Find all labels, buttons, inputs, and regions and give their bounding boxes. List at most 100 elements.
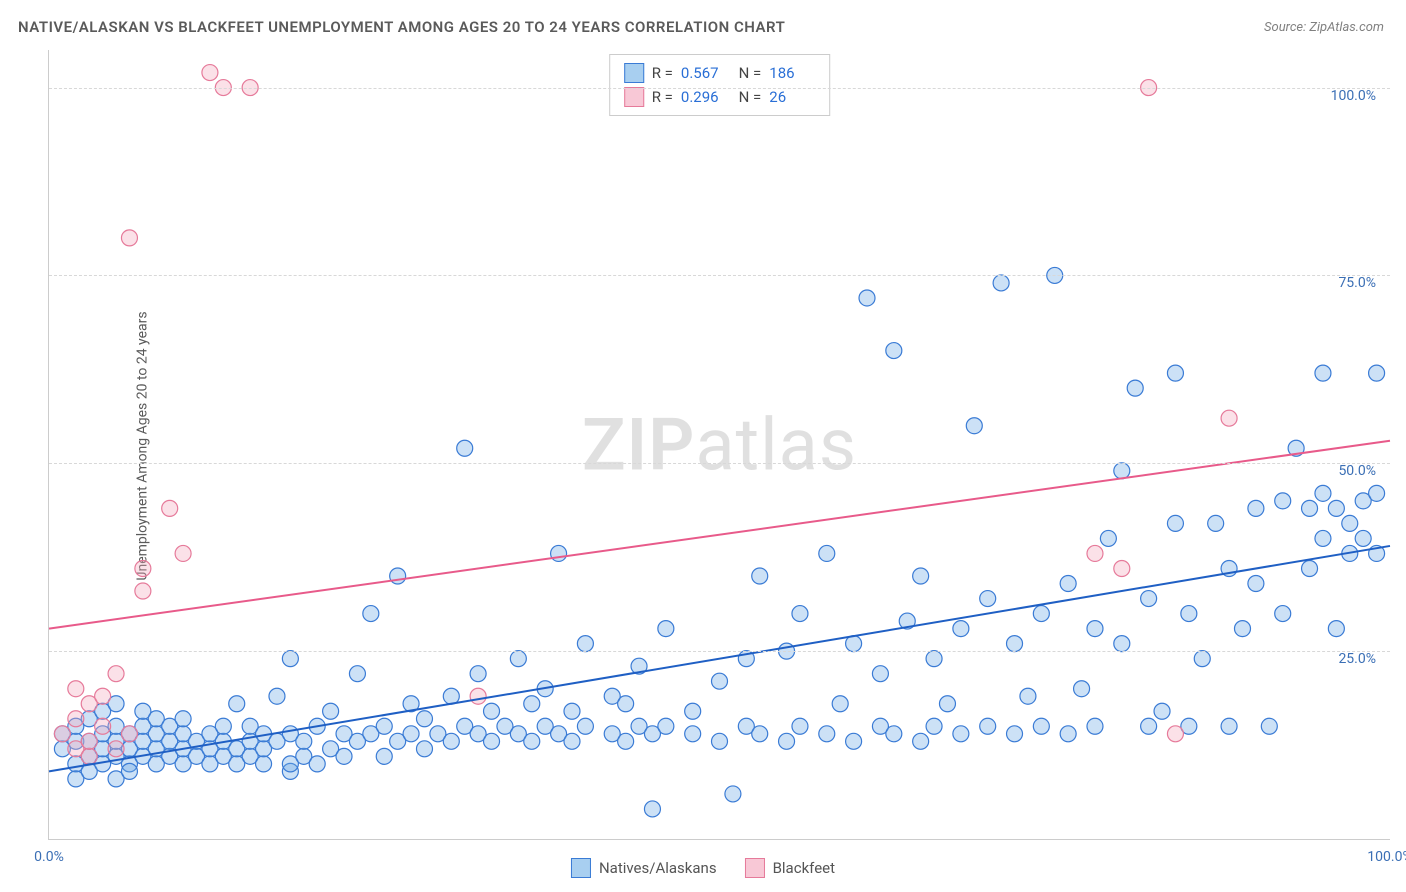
data-point bbox=[966, 418, 982, 434]
data-point bbox=[618, 733, 634, 749]
data-point bbox=[658, 718, 674, 734]
data-point bbox=[564, 733, 580, 749]
data-point bbox=[913, 568, 929, 584]
data-point bbox=[953, 726, 969, 742]
data-point bbox=[403, 726, 419, 742]
data-point bbox=[685, 726, 701, 742]
data-point bbox=[1302, 560, 1318, 576]
data-point bbox=[376, 718, 392, 734]
data-point bbox=[162, 500, 178, 516]
data-point bbox=[1275, 606, 1291, 622]
data-point bbox=[363, 606, 379, 622]
data-point bbox=[336, 748, 352, 764]
data-point bbox=[712, 673, 728, 689]
data-point bbox=[202, 65, 218, 81]
n-value-0: 186 bbox=[769, 61, 815, 85]
r-value-0: 0.567 bbox=[681, 61, 727, 85]
data-point bbox=[1127, 380, 1143, 396]
data-point bbox=[390, 568, 406, 584]
correlation-row-0: R = 0.567 N = 186 bbox=[624, 61, 816, 85]
data-point bbox=[1114, 636, 1130, 652]
data-point bbox=[135, 583, 151, 599]
data-point bbox=[551, 545, 567, 561]
data-point bbox=[752, 568, 768, 584]
data-point bbox=[416, 711, 432, 727]
r-value-1: 0.296 bbox=[681, 85, 727, 109]
data-point bbox=[175, 711, 191, 727]
data-point bbox=[913, 733, 929, 749]
data-point bbox=[1167, 726, 1183, 742]
data-point bbox=[1087, 545, 1103, 561]
data-point bbox=[81, 748, 97, 764]
data-point bbox=[510, 651, 526, 667]
data-point bbox=[1033, 606, 1049, 622]
legend-swatch-blue bbox=[624, 63, 644, 83]
data-point bbox=[135, 560, 151, 576]
data-point bbox=[95, 688, 111, 704]
data-point bbox=[712, 733, 728, 749]
data-point bbox=[792, 606, 808, 622]
data-point bbox=[577, 636, 593, 652]
data-point bbox=[1167, 365, 1183, 381]
data-point bbox=[1328, 500, 1344, 516]
data-point bbox=[953, 621, 969, 637]
source-label: Source: ZipAtlas.com bbox=[1264, 20, 1384, 35]
legend-item-blackfeet: Blackfeet bbox=[745, 858, 835, 878]
data-point bbox=[175, 545, 191, 561]
data-point bbox=[725, 786, 741, 802]
data-point bbox=[1114, 560, 1130, 576]
legend-swatch-natives bbox=[571, 858, 591, 878]
data-point bbox=[484, 733, 500, 749]
data-point bbox=[81, 733, 97, 749]
data-point bbox=[618, 696, 634, 712]
data-point bbox=[215, 718, 231, 734]
data-point bbox=[1033, 718, 1049, 734]
trendline bbox=[49, 441, 1390, 629]
data-point bbox=[1275, 493, 1291, 509]
data-point bbox=[282, 651, 298, 667]
data-point bbox=[685, 703, 701, 719]
data-point bbox=[819, 545, 835, 561]
data-point bbox=[484, 703, 500, 719]
data-point bbox=[108, 741, 124, 757]
data-point bbox=[1355, 530, 1371, 546]
data-point bbox=[256, 756, 272, 772]
y-tick-label: 50.0% bbox=[1338, 463, 1376, 479]
data-point bbox=[1194, 651, 1210, 667]
data-point bbox=[1167, 515, 1183, 531]
data-point bbox=[926, 651, 942, 667]
data-point bbox=[524, 733, 540, 749]
data-point bbox=[269, 688, 285, 704]
data-point bbox=[1074, 681, 1090, 697]
data-point bbox=[1315, 485, 1331, 501]
data-point bbox=[121, 726, 137, 742]
data-point bbox=[1248, 500, 1264, 516]
data-point bbox=[376, 748, 392, 764]
data-point bbox=[819, 726, 835, 742]
correlation-row-1: R = 0.296 N = 26 bbox=[624, 85, 816, 109]
data-point bbox=[1248, 576, 1264, 592]
data-point bbox=[1315, 365, 1331, 381]
data-point bbox=[1328, 621, 1344, 637]
data-point bbox=[323, 703, 339, 719]
correlation-legend: R = 0.567 N = 186 R = 0.296 N = 26 bbox=[609, 54, 831, 116]
data-point bbox=[95, 718, 111, 734]
legend-label-blackfeet: Blackfeet bbox=[773, 859, 835, 877]
data-point bbox=[1302, 500, 1318, 516]
data-point bbox=[1007, 726, 1023, 742]
data-point bbox=[229, 696, 245, 712]
data-point bbox=[564, 703, 580, 719]
data-point bbox=[859, 290, 875, 306]
data-point bbox=[1154, 703, 1170, 719]
data-point bbox=[296, 733, 312, 749]
data-point bbox=[993, 275, 1009, 291]
data-point bbox=[752, 726, 768, 742]
series-legend: Natives/Alaskans Blackfeet bbox=[571, 858, 835, 878]
data-point bbox=[1141, 591, 1157, 607]
data-point bbox=[872, 666, 888, 682]
data-point bbox=[980, 591, 996, 607]
plot-svg bbox=[49, 50, 1390, 839]
y-tick-label: 75.0% bbox=[1338, 275, 1376, 291]
data-point bbox=[54, 726, 70, 742]
data-point bbox=[309, 756, 325, 772]
